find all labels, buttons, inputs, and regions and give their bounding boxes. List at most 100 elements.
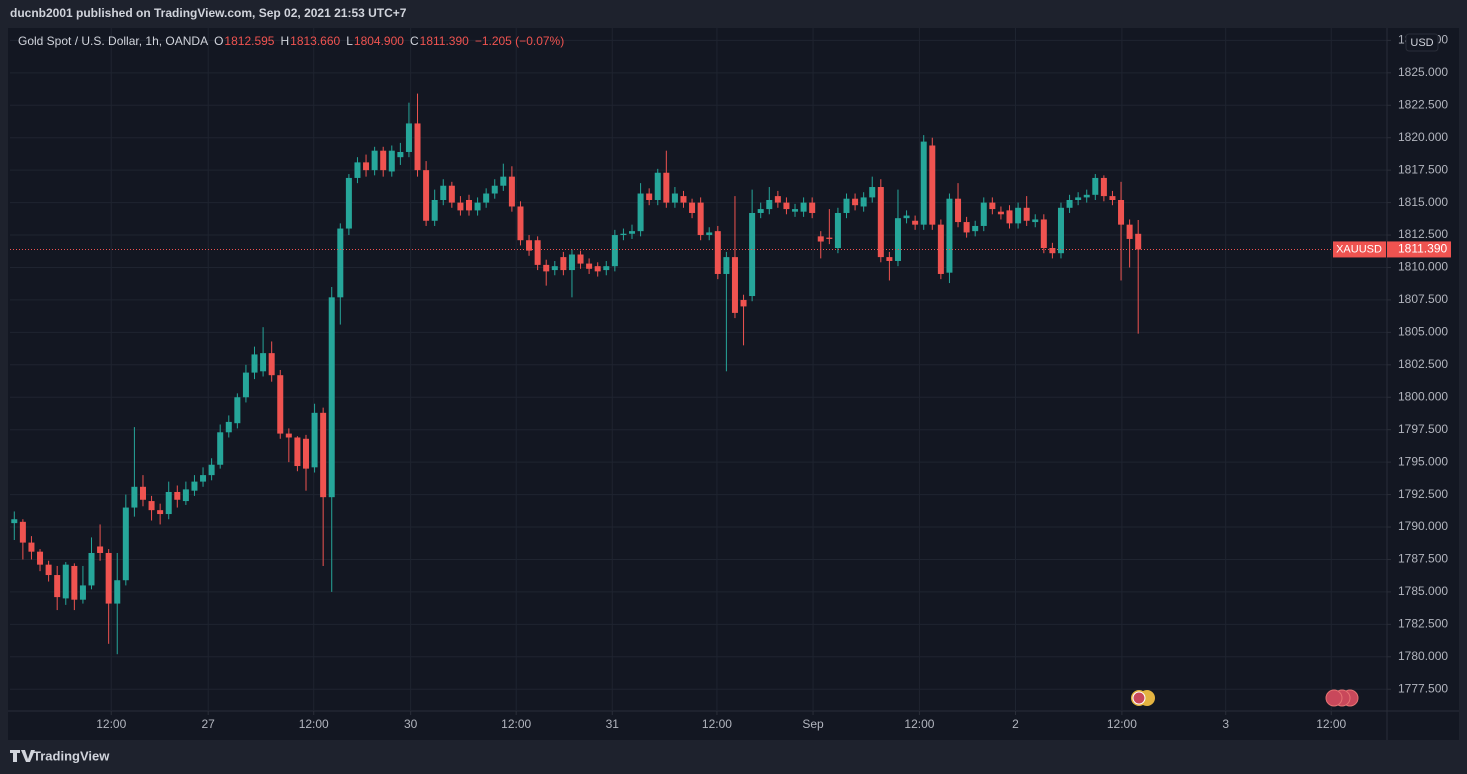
y-tick-label: 1815.000 (1398, 195, 1448, 209)
candle-body (268, 353, 275, 376)
candle-body (800, 202, 807, 212)
candle-body (714, 231, 721, 274)
candle-body (792, 209, 799, 212)
axes: 1777.500 1780.000 1782.500 1785.000 1787.500… (96, 33, 1451, 731)
y-tick-label: 1817.500 (1398, 162, 1448, 176)
y-tick-label: 1802.500 (1398, 357, 1448, 371)
candle-body (809, 202, 816, 213)
candle-body (577, 254, 584, 264)
ohlc-legend: O 1812.595 H 1813.660 L 1804.900 C 1811.390 −1.2… (214, 34, 564, 48)
candle-body (972, 225, 979, 232)
candle-body (465, 200, 473, 211)
x-tick-label: 12:00 (1316, 717, 1346, 731)
candle-body (1118, 200, 1125, 225)
candle-body (671, 193, 678, 203)
chart-panel (8, 28, 1459, 740)
candle-body (963, 222, 970, 233)
candle-body (320, 412, 327, 498)
candle-body (526, 240, 533, 251)
candle-body (517, 206, 524, 241)
candle-body (1126, 224, 1133, 239)
candle-body (174, 491, 181, 500)
candle-body (200, 475, 207, 482)
candle-body (826, 237, 833, 239)
candle-body (1066, 200, 1073, 208)
x-tick-label: 12:00 (1107, 717, 1137, 731)
candle-body (37, 551, 44, 565)
y-tick-label: 1797.500 (1398, 422, 1448, 436)
x-tick-label: 12:00 (904, 717, 934, 731)
y-tick-label: 1785.000 (1398, 584, 1448, 598)
candle-body (1092, 177, 1099, 195)
y-tick-label: 1792.500 (1398, 487, 1448, 501)
y-tick-label: 1787.500 (1398, 552, 1448, 566)
candle-body (731, 257, 738, 313)
candle-body (508, 176, 515, 207)
y-tick-label: 1810.000 (1398, 260, 1448, 274)
candle-body (834, 212, 841, 249)
candle-body (1075, 197, 1082, 200)
candle-body (397, 151, 404, 158)
y-tick-label: 1825.000 (1398, 65, 1448, 79)
brand: TradingView (33, 748, 110, 763)
candle-body (414, 123, 421, 171)
ohlc-value: 1804.900 (354, 34, 404, 48)
candle-body (345, 177, 352, 229)
event-icon (1325, 689, 1343, 707)
event-icons (1131, 689, 1359, 707)
ohlc-label: H (280, 34, 289, 48)
candle-body (328, 297, 335, 498)
candle-body (448, 185, 455, 203)
candle-body (491, 185, 498, 194)
candle-body (1040, 219, 1047, 249)
candle-body (1015, 207, 1022, 224)
y-tick-label: 1820.000 (1398, 130, 1448, 144)
candle-body (28, 542, 35, 552)
candle-body (946, 198, 953, 273)
candle-body (869, 187, 876, 198)
candle-body (19, 521, 26, 543)
candle-body (97, 546, 104, 553)
candle-body (894, 218, 901, 261)
candle-body (543, 264, 550, 272)
x-tick-label: 2 (1012, 717, 1019, 731)
symbol-badge (1333, 241, 1386, 258)
last-price-label: 1811.390 (1398, 242, 1447, 256)
currency-badge (1405, 33, 1439, 52)
candle-body (749, 212, 756, 297)
candle-body (165, 491, 172, 515)
candle-body (251, 354, 258, 373)
candle-body (1135, 233, 1142, 250)
y-tick-label: 1822.500 (1398, 97, 1448, 111)
candle-body (405, 123, 412, 152)
x-tick-label: 3 (1222, 717, 1229, 731)
candle-body (1006, 210, 1013, 224)
ohlc-label: O (214, 34, 223, 48)
candle-body (989, 202, 996, 210)
candle-body (706, 232, 713, 236)
y-tick-label: 1780.000 (1398, 649, 1448, 663)
candle-body (302, 438, 309, 469)
y-tick-label: 1800.000 (1398, 389, 1448, 403)
candle-body (371, 150, 378, 171)
candle-body (363, 162, 370, 171)
symbol-title: Gold Spot / U.S. Dollar, 1h, OANDA (18, 34, 208, 48)
candle-body (337, 228, 344, 298)
candle-body (260, 353, 267, 372)
candle-body (637, 193, 644, 232)
candle-body (114, 580, 121, 604)
candle-body (88, 552, 95, 586)
candle-body (54, 575, 61, 598)
candle-body (1032, 219, 1039, 223)
candle-body (423, 170, 430, 221)
price-badge (1387, 241, 1451, 258)
candle-body (680, 196, 687, 203)
candle-body (277, 375, 284, 434)
y-tick-label: 1795.000 (1398, 454, 1448, 468)
candle-body (689, 202, 696, 213)
candle-body (611, 235, 618, 267)
candle-body (1083, 194, 1090, 198)
candle-body (45, 564, 52, 576)
candle-body (440, 185, 447, 200)
